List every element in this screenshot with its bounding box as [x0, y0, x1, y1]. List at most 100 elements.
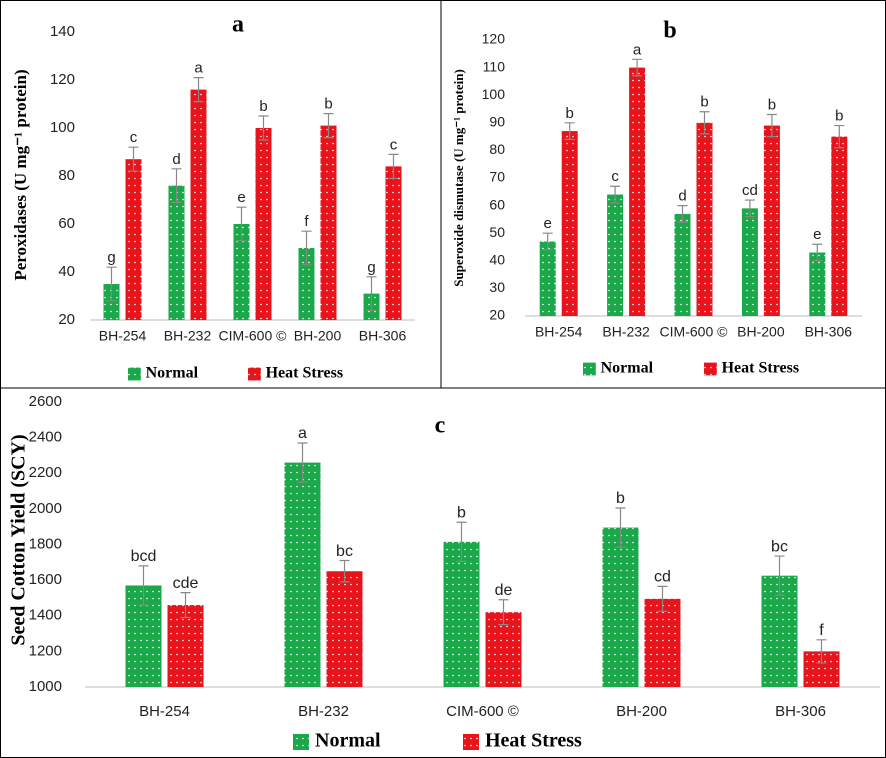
significance-letter: de [495, 582, 513, 599]
significance-letter: cd [654, 569, 671, 586]
bar [233, 224, 250, 320]
error-bar [339, 559, 350, 583]
error-bar [106, 266, 117, 302]
bar [255, 128, 272, 320]
bar [284, 462, 321, 687]
y-tick-label: 120 [482, 31, 506, 47]
significance-letter: e [237, 189, 245, 206]
bar [168, 185, 185, 320]
x-tick-label: BH-200 [294, 328, 342, 344]
error-bar [456, 521, 467, 563]
y-tick-label: 1800 [29, 535, 62, 552]
x-tick-label: CIM-600 © [446, 703, 519, 720]
bar [190, 89, 207, 320]
chart-title: b [663, 18, 676, 44]
error-bar [388, 153, 399, 179]
y-axis-label: Peroxidases (U mg⁻¹ protein) [11, 69, 30, 280]
bar [629, 67, 646, 316]
significance-letter: bcd [131, 548, 157, 565]
significance-letter: cde [173, 575, 199, 592]
bar [602, 527, 639, 687]
error-bar [677, 205, 688, 223]
bar [674, 213, 691, 316]
y-tick-label: 1200 [29, 642, 62, 659]
significance-letter: g [367, 259, 375, 276]
x-tick-label: CIM-600 © [660, 324, 729, 340]
legend-label: Normal [315, 730, 381, 752]
significance-letter: d [172, 151, 180, 168]
y-tick-label: 100 [50, 119, 75, 136]
y-tick-label: 2200 [29, 464, 62, 481]
significance-letter: b [324, 96, 332, 113]
y-tick-label: 1000 [29, 678, 62, 695]
bar [741, 208, 758, 316]
bar [125, 159, 142, 320]
x-tick-label: BH-306 [359, 328, 407, 344]
error-bar [171, 168, 182, 203]
y-tick-label: 100 [482, 86, 506, 102]
bar [763, 125, 780, 316]
legend-label: Normal [146, 365, 199, 382]
error-bar [258, 115, 269, 141]
error-bar [542, 232, 553, 251]
y-tick-label: 40 [489, 252, 505, 268]
error-bar [564, 122, 575, 140]
error-bar [236, 206, 247, 242]
error-bar [323, 113, 334, 139]
y-tick-label: 90 [489, 114, 505, 130]
y-axis-label: Superoxide dismutase (U mg⁻¹ protein) [451, 69, 466, 287]
bar [326, 571, 363, 687]
y-axis-label: Seed Cotton Yield (SCY) [8, 434, 30, 645]
x-tick-label: BH-254 [99, 328, 147, 344]
significance-letter: cd [742, 182, 758, 199]
significance-letter: f [304, 213, 309, 230]
legend-label: Heat Stress [266, 365, 343, 382]
y-tick-label: 80 [489, 141, 505, 157]
error-bar [180, 591, 191, 619]
bar [539, 241, 556, 316]
x-tick-label: BH-254 [535, 324, 583, 340]
y-tick-label: 2400 [29, 429, 62, 446]
y-tick-label: 60 [58, 215, 75, 232]
legend-swatch [248, 367, 261, 381]
legend-swatch [463, 734, 479, 750]
y-tick-label: 60 [489, 196, 505, 212]
chart-title: c [435, 413, 446, 439]
bar [167, 605, 204, 687]
error-bar [699, 111, 710, 135]
error-bar [766, 113, 777, 138]
x-tick-label: BH-306 [805, 324, 853, 340]
x-tick-label: BH-232 [164, 328, 212, 344]
significance-letter: b [566, 105, 574, 122]
error-bar [610, 185, 621, 204]
significance-letter: c [130, 129, 138, 146]
significance-letter: e [813, 226, 821, 243]
significance-letter: c [611, 168, 619, 185]
significance-letter: b [768, 96, 776, 113]
legend-label: Normal [601, 360, 654, 377]
x-tick-label: BH-306 [775, 703, 826, 720]
y-tick-label: 110 [483, 58, 506, 74]
significance-letter: c [390, 136, 398, 153]
bar [644, 598, 681, 687]
error-bar [744, 199, 755, 218]
x-tick-label: BH-200 [616, 703, 667, 720]
legend-swatch [704, 362, 717, 376]
significance-letter: a [298, 425, 307, 442]
x-tick-label: BH-200 [737, 324, 785, 340]
error-bar [301, 230, 312, 266]
error-bar [632, 58, 643, 77]
bar [561, 131, 578, 316]
bar [443, 541, 480, 687]
legend-swatch [583, 362, 596, 376]
significance-letter: f [819, 622, 824, 639]
y-tick-label: 70 [489, 169, 505, 185]
significance-letter: d [678, 188, 686, 205]
significance-letter: b [616, 490, 625, 507]
significance-letter: b [259, 98, 267, 115]
bar [103, 284, 120, 320]
error-bar [366, 276, 377, 311]
error-bar [193, 77, 204, 103]
bar [298, 248, 315, 320]
y-tick-label: 1600 [29, 571, 62, 588]
